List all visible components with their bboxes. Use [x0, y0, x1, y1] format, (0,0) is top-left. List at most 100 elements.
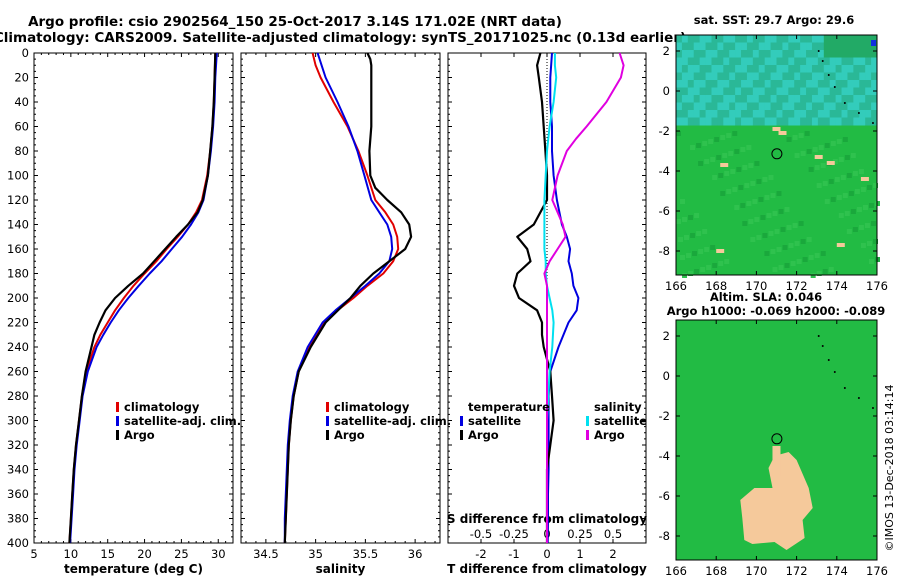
sst-cell [788, 110, 795, 118]
island [821, 60, 824, 62]
sst-cell [800, 151, 806, 156]
sst-cell [817, 110, 825, 118]
sst-cell [750, 237, 756, 242]
sst-cell [859, 110, 866, 118]
sst-cell [794, 102, 801, 111]
island [827, 74, 830, 76]
sst-cell [794, 95, 801, 103]
sst-cell [847, 57, 854, 66]
sst-cell [693, 117, 701, 126]
title-line-2: Climatology: CARS2009. Satellite-adjuste… [0, 30, 686, 46]
sst-cell [758, 65, 766, 73]
sst-cell [687, 95, 695, 103]
sst-cell [814, 253, 820, 258]
sst-cell [829, 35, 837, 43]
y-tick-label: 2 [663, 44, 670, 58]
sst-cell [794, 117, 801, 126]
sst-cell [776, 110, 783, 118]
sst-cell [735, 95, 742, 103]
legend-sal-argo: Argo [594, 428, 625, 442]
sst-cell [699, 117, 707, 126]
y-tick-label: 40 [14, 95, 29, 109]
x-tick-label: 174 [826, 564, 848, 578]
sst-cell [746, 95, 754, 103]
sst-cell [723, 87, 730, 96]
sst-cell [752, 87, 760, 96]
sst-cell [687, 65, 695, 73]
sst-cell [770, 193, 776, 198]
sst-cell [729, 95, 736, 103]
y-tick-label: 280 [7, 389, 29, 403]
sst-cell [846, 229, 852, 234]
sst-cell [681, 102, 689, 111]
sst-cell [764, 251, 770, 256]
sst-cell [865, 117, 872, 126]
sst-cell [690, 145, 696, 150]
sst-cell [806, 80, 813, 88]
sst-cell [847, 42, 854, 51]
sst-cell [835, 57, 843, 66]
sst-cell [705, 80, 712, 88]
x-tick-label: 5 [30, 547, 37, 561]
sst-cell [717, 110, 724, 118]
sst-cell [800, 110, 807, 118]
sst-cell [764, 42, 772, 51]
sst-cell [776, 50, 783, 58]
sst-cell [794, 42, 801, 51]
sst-cell [838, 213, 844, 218]
sst-cell [705, 87, 712, 96]
sst-cell [734, 149, 740, 154]
sst-cell [764, 80, 772, 88]
sst-cell [770, 249, 776, 254]
sst-cell [822, 181, 828, 186]
sst-cell [871, 42, 878, 51]
x-tick-label: 176 [866, 279, 888, 293]
sst-cell [756, 179, 762, 184]
sst-cell [770, 95, 777, 103]
sst-cell [741, 102, 748, 111]
sst-cell [768, 231, 774, 236]
sst-cell [762, 177, 768, 182]
sst-cell [811, 80, 819, 88]
sst-cell [782, 42, 789, 51]
argo-position-marker [771, 148, 783, 160]
sst-cell [717, 72, 724, 81]
sst-cell [687, 117, 695, 126]
sst-cell [676, 65, 683, 73]
sst-cell [681, 117, 689, 126]
sst-cell [699, 50, 707, 58]
sst-cell [811, 87, 819, 96]
sst-cell [871, 35, 878, 43]
legend-swatch-satellite [116, 416, 119, 426]
sst-cell [770, 65, 777, 73]
sst-cell [680, 199, 686, 204]
sst-cell [800, 72, 807, 81]
sst-cell [742, 221, 748, 226]
legend-swatch-temp-argo [460, 430, 463, 440]
sst-cell [699, 102, 707, 111]
legend-swatch-satellite [326, 416, 329, 426]
sst-cell [764, 195, 770, 200]
sst-cell [776, 42, 783, 51]
sst-cell [729, 80, 736, 88]
sst-cell [870, 221, 876, 226]
sst-cell [871, 50, 878, 58]
sst-cell [690, 233, 696, 238]
sst-cell [693, 95, 701, 103]
x-axis-label: temperature (deg C) [64, 562, 203, 576]
sst-cell [758, 72, 766, 81]
sst-cell [711, 102, 718, 111]
y-tick-label: 340 [7, 463, 29, 477]
sst-cell [764, 57, 772, 66]
sst-cell [820, 163, 826, 168]
sst-cell [717, 95, 724, 103]
sst-cell [698, 161, 704, 166]
sst-cell [794, 72, 801, 81]
sst-cell [676, 110, 683, 118]
sst-cell [841, 50, 848, 58]
sst-cell [730, 169, 736, 174]
sst-cell [788, 42, 795, 51]
sst-cell [817, 35, 825, 43]
sst-cell [868, 259, 874, 264]
sst-cell [817, 50, 825, 58]
